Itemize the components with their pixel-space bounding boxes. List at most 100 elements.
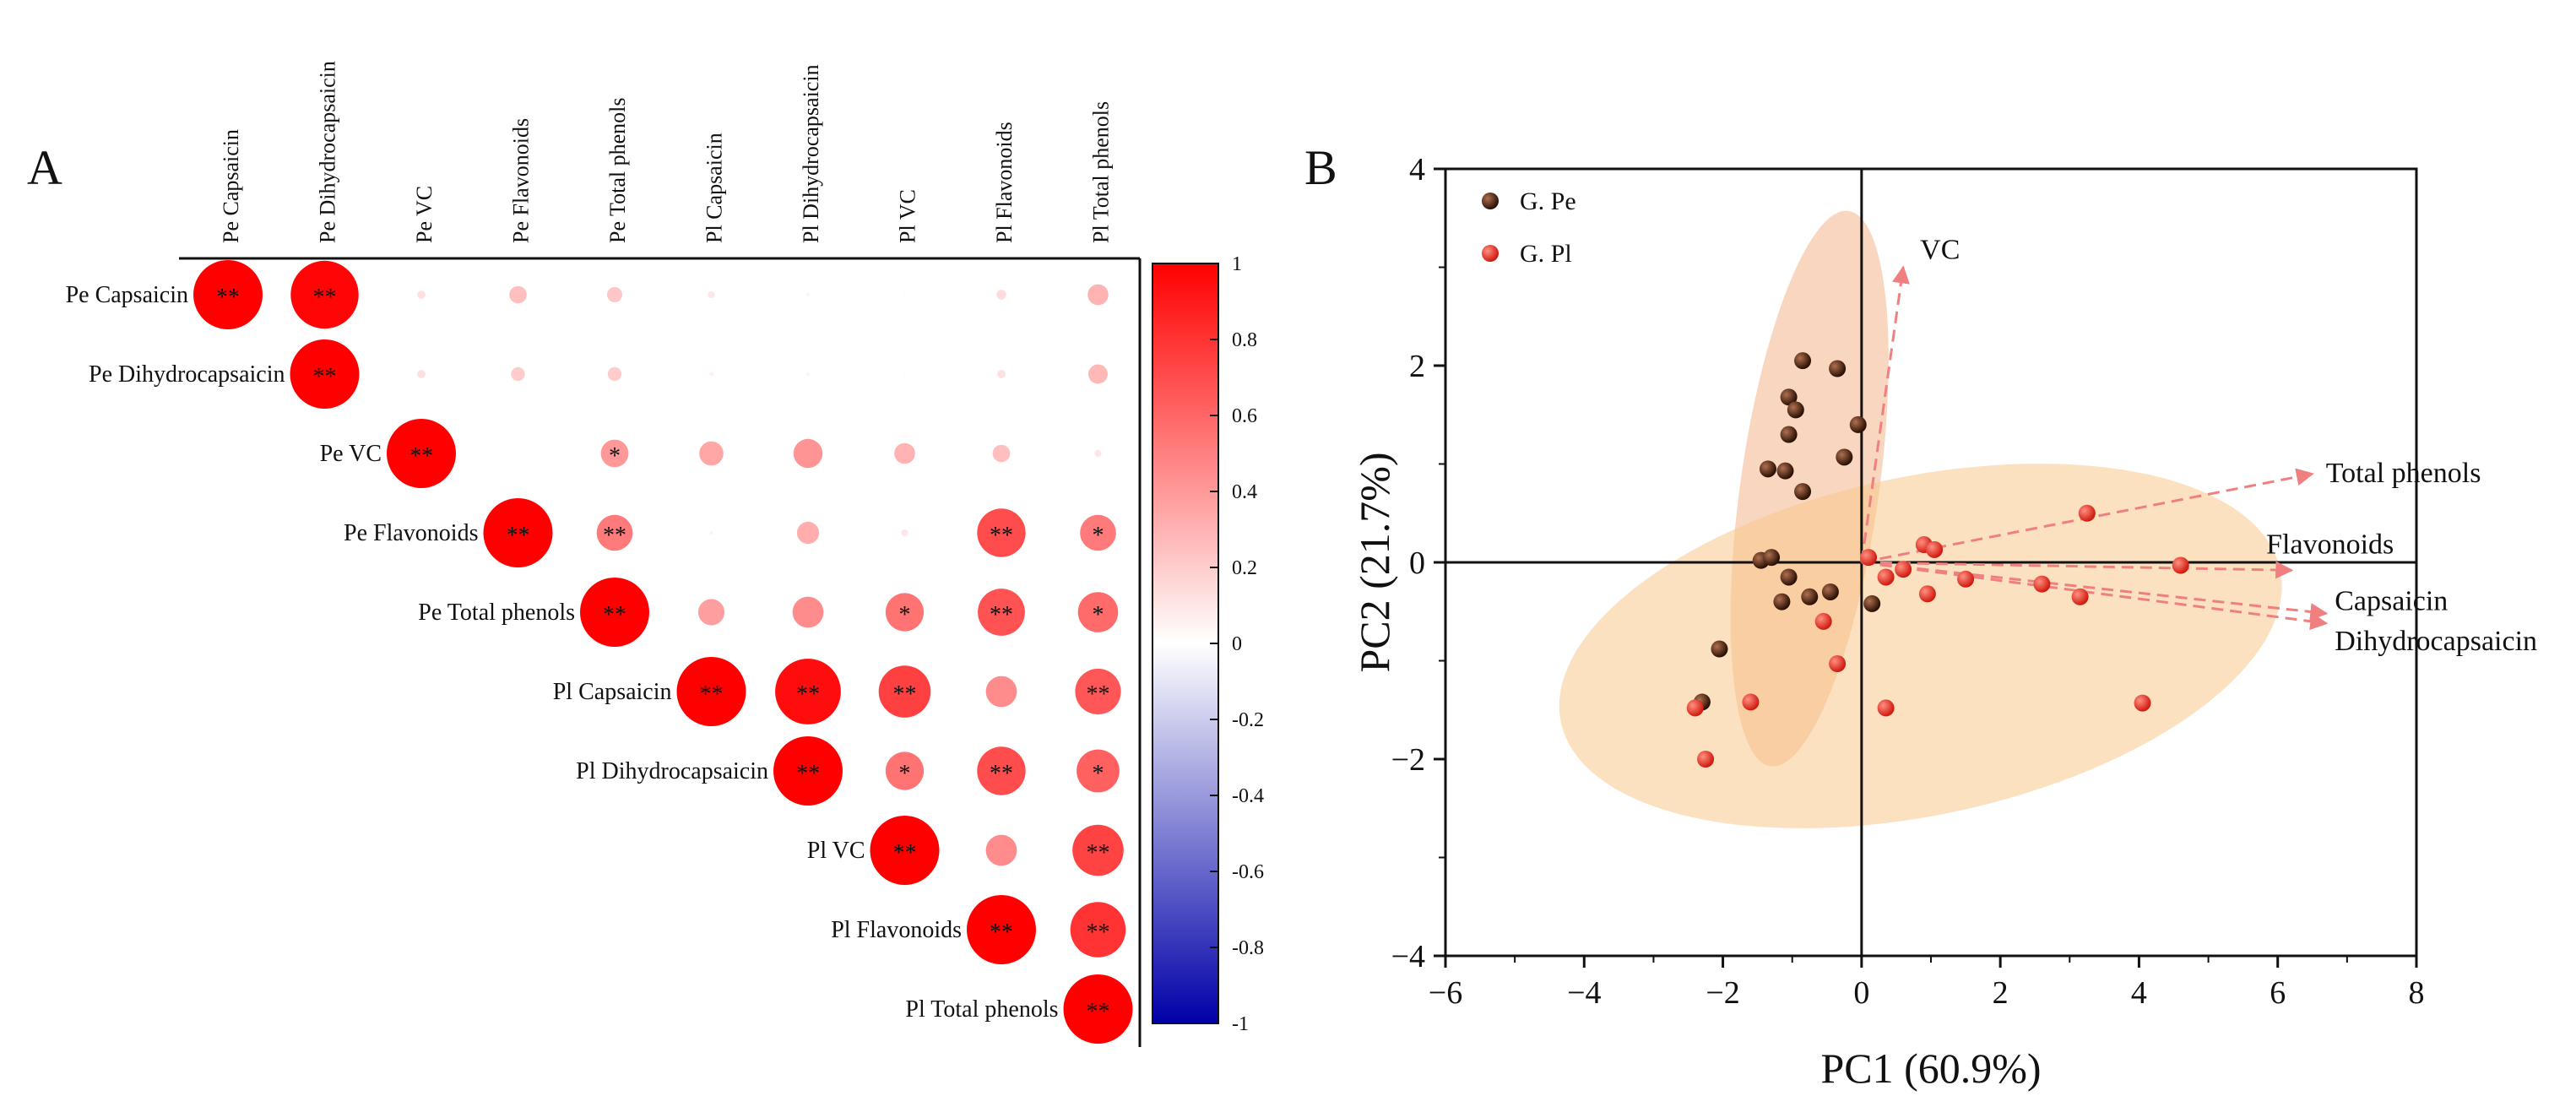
loading-arrow — [1861, 561, 2294, 579]
score-point — [2078, 504, 2096, 522]
significance-mark: ** — [216, 285, 240, 311]
score-point — [1697, 751, 1715, 768]
colorbar-tick-label: 0.2 — [1232, 557, 1257, 579]
colorbar-tick-label: 0.4 — [1232, 481, 1257, 503]
legend-label: G. Pl — [1520, 240, 1572, 268]
significance-mark: ** — [1087, 840, 1110, 866]
score-point — [1787, 401, 1804, 419]
correlation-circle — [792, 596, 824, 628]
correlation-circle — [580, 578, 649, 647]
correlation-circle — [885, 593, 925, 632]
score-point — [1794, 483, 1812, 501]
significance-mark: ** — [990, 523, 1013, 549]
correlation-circle — [699, 441, 724, 466]
y-axis-label: PC2 (21.7%) — [1351, 452, 1398, 672]
row-label: Pe Dihydrocapsaicin — [89, 361, 285, 388]
correlation-circle — [885, 752, 925, 790]
colorbar-tick-label: 0 — [1232, 633, 1242, 655]
column-label: Pe VC — [412, 186, 437, 243]
x-tick-label: −2 — [1706, 975, 1739, 1011]
column-label: Pl Total phenols — [1089, 101, 1114, 243]
score-point — [1711, 640, 1728, 658]
correlation-circle — [977, 508, 1026, 557]
loading-label: Flavonoids — [2266, 529, 2394, 560]
significance-mark: ** — [409, 443, 433, 469]
correlation-circle — [805, 372, 811, 377]
legend-marker — [1482, 193, 1499, 209]
colorbar-tick-label: 1 — [1232, 253, 1242, 275]
row-label: Pl Total phenols — [905, 996, 1058, 1023]
significance-mark: ** — [700, 681, 724, 708]
score-point — [1780, 426, 1798, 443]
correlation-circle — [985, 676, 1017, 708]
correlation-circle — [193, 260, 263, 329]
correlation-circle — [996, 290, 1006, 300]
correlation-circle — [709, 530, 713, 535]
score-point — [1877, 699, 1895, 717]
colorbar-tick-label: 0.8 — [1232, 329, 1257, 351]
column-label: Pl Flavonoids — [992, 122, 1017, 243]
y-tick-label: 2 — [1409, 349, 1425, 384]
y-tick-label: 4 — [1409, 152, 1425, 187]
legend-marker — [1482, 245, 1499, 262]
score-point — [1836, 448, 1853, 466]
x-axis-label: PC1 (60.9%) — [1820, 1045, 2041, 1092]
correlation-circle — [1075, 668, 1121, 715]
loading-label: Capsaicin — [2335, 586, 2448, 617]
loading-label: Dihydrocapsaicin — [2335, 626, 2537, 657]
column-label: Pe Flavonoids — [509, 118, 534, 243]
row-label: Pe Flavonoids — [344, 520, 478, 546]
correlation-circle — [773, 736, 843, 806]
correlation-circle — [509, 285, 527, 304]
x-tick-label: 6 — [2270, 975, 2286, 1011]
correlation-circle — [805, 292, 811, 297]
score-point — [2134, 694, 2151, 712]
row-label: Pl Capsaicin — [553, 679, 672, 705]
colorbar-tick-label: -0.4 — [1232, 785, 1264, 807]
correlation-circle — [775, 659, 841, 724]
y-tick-label: 0 — [1409, 545, 1425, 581]
score-point — [1759, 460, 1776, 478]
correlation-circle — [697, 599, 725, 626]
score-point — [1814, 612, 1832, 630]
row-labels: Pe Capsaicin Pe Dihydrocapsaicin Pe VC Pe F… — [66, 282, 1059, 1023]
significance-mark: * — [899, 761, 911, 787]
score-point — [1794, 352, 1812, 370]
score-point — [1742, 693, 1760, 711]
correlation-circle — [600, 439, 629, 468]
significance-mark: ** — [507, 523, 530, 549]
colorbar-tick-label: 0.6 — [1232, 405, 1257, 427]
significance-mark: ** — [893, 840, 917, 866]
panel-label-a: A — [27, 140, 62, 195]
correlation-circle — [870, 816, 940, 885]
colorbar-tick-label: -0.2 — [1232, 709, 1264, 731]
loading-label: Total phenols — [2326, 458, 2481, 489]
correlation-circle — [1087, 284, 1109, 306]
score-point — [2071, 588, 2089, 605]
colorbar-gradient — [1152, 263, 1219, 1024]
correlation-circle — [796, 521, 820, 545]
significance-mark: * — [899, 602, 911, 628]
correlation-circle — [903, 293, 906, 296]
significance-mark: * — [1093, 761, 1104, 787]
confidence-ellipse — [1559, 464, 2282, 828]
significance-mark: * — [1093, 602, 1104, 628]
significance-mark: * — [609, 443, 621, 469]
correlation-circle — [607, 287, 622, 302]
column-labels: Pe Capsaicin Pe Dihydrocapsaicin Pe VC Pe F… — [219, 61, 1114, 243]
correlation-circle — [1080, 514, 1116, 551]
correlation-circle — [1094, 449, 1102, 458]
row-label: Pe Total phenols — [418, 600, 575, 626]
column-label: Pl Dihydrocapsaicin — [799, 64, 823, 243]
x-tick-label: 4 — [2131, 975, 2147, 1011]
score-point — [1829, 654, 1847, 672]
score-point — [1895, 561, 1912, 578]
column-label: Pl VC — [896, 189, 920, 243]
significance-mark: * — [1093, 523, 1104, 549]
significance-mark: ** — [1087, 999, 1110, 1025]
loading-arrow — [1861, 561, 2329, 621]
correlation-circle — [511, 366, 525, 382]
score-point — [1918, 585, 1936, 603]
significance-mark: ** — [796, 761, 820, 787]
